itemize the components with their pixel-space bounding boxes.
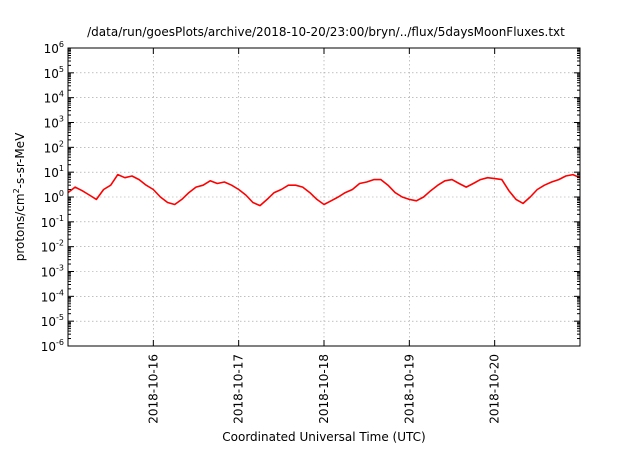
- y-tick-labels: 10-610-510-410-310-210-11001011021031041…: [41, 40, 64, 354]
- y-tick-exponent: 6: [59, 40, 64, 49]
- y-tick-base: 10: [41, 315, 56, 329]
- x-tick-label: 2018-10-20: [488, 354, 502, 424]
- chart-title: /data/run/goesPlots/archive/2018-10-20/2…: [87, 25, 565, 39]
- y-tick-base: 10: [44, 67, 59, 81]
- y-tick-label: 102: [44, 139, 64, 155]
- x-tick-labels: 2018-10-16 2018-10-17 2018-10-18 2018-10-19…: [146, 354, 501, 424]
- x-axis-label: Coordinated Universal Time (UTC): [222, 430, 425, 444]
- y-tick-base: 10: [44, 42, 59, 56]
- y-tick-exponent: -6: [56, 338, 64, 347]
- y-tick-base: 10: [41, 216, 56, 230]
- y-tick-exponent: 4: [59, 90, 64, 99]
- y-tick-exponent: 0: [59, 189, 64, 198]
- x-tick-label: 2018-10-16: [146, 354, 160, 424]
- y-tick-base: 10: [41, 241, 56, 255]
- y-tick-exponent: 3: [59, 115, 64, 124]
- grid-lines: [68, 48, 580, 346]
- x-tick-label: 2018-10-17: [232, 354, 246, 424]
- y-tick-exponent: 1: [59, 164, 64, 173]
- axis-ticks: [68, 47, 580, 347]
- y-tick-label: 10-1: [41, 214, 64, 230]
- y-tick-label: 100: [44, 189, 64, 205]
- y-tick-base: 10: [44, 141, 59, 155]
- y-tick-label: 10-5: [41, 313, 64, 329]
- y-tick-exponent: -2: [56, 239, 64, 248]
- y-tick-label: 10-4: [41, 288, 64, 304]
- y-axis-label-rest: -s-sr-MeV: [13, 132, 27, 188]
- y-tick-label: 101: [44, 164, 64, 180]
- series-line: [67, 173, 581, 207]
- y-tick-exponent: -4: [56, 288, 64, 297]
- y-tick-base: 10: [44, 166, 59, 180]
- y-axis-label-sup: 2: [12, 188, 21, 193]
- y-tick-base: 10: [44, 92, 59, 106]
- y-tick-label: 105: [44, 65, 64, 81]
- y-tick-label: 10-6: [41, 338, 64, 354]
- y-axis-label: protons/cm2-s-sr-MeV: [12, 132, 27, 261]
- y-tick-base: 10: [41, 340, 56, 354]
- y-tick-exponent: 5: [59, 65, 64, 74]
- y-tick-label: 104: [44, 90, 64, 106]
- y-tick-label: 10-2: [41, 239, 64, 255]
- y-tick-exponent: 2: [59, 139, 64, 148]
- y-tick-exponent: -3: [56, 264, 64, 273]
- series-lines: [67, 173, 581, 207]
- y-tick-base: 10: [44, 191, 59, 205]
- y-tick-exponent: -5: [56, 313, 64, 322]
- y-tick-base: 10: [44, 117, 59, 131]
- x-tick-label: 2018-10-18: [317, 354, 331, 424]
- x-tick-label: 2018-10-19: [402, 354, 416, 424]
- y-tick-label: 103: [44, 115, 64, 131]
- y-tick-label: 10-3: [41, 264, 64, 280]
- y-axis-label-base: protons/cm: [13, 193, 27, 261]
- y-tick-base: 10: [41, 266, 56, 280]
- y-tick-exponent: -1: [56, 214, 64, 223]
- y-tick-label: 106: [44, 40, 64, 56]
- y-tick-base: 10: [41, 290, 56, 304]
